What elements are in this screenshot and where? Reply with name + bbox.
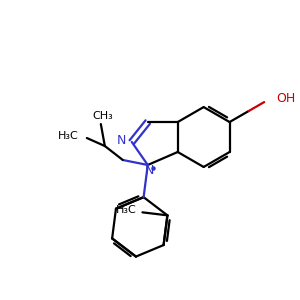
Text: CH₃: CH₃ [92,111,113,121]
Text: OH: OH [276,92,296,105]
Text: H₃C: H₃C [58,131,79,141]
Text: N: N [145,164,154,178]
Text: N: N [116,134,126,146]
Text: H₃C: H₃C [116,206,136,215]
